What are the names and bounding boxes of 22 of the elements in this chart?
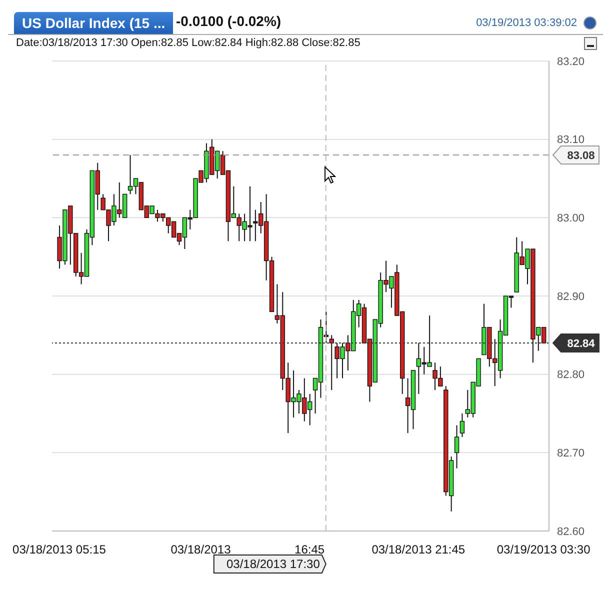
x-tick-label: 03/18/2013 21:45 <box>372 542 466 557</box>
chart-subtitle: -0.0100 (-0.02%) <box>176 13 282 29</box>
ref-line-label: 83.08 <box>567 150 595 162</box>
y-tick-label: 83.20 <box>557 56 585 68</box>
ref-line-label: 82.84 <box>567 338 596 350</box>
y-tick-label: 83.00 <box>557 212 585 225</box>
x-tick-label: 16:45 <box>294 542 325 557</box>
y-tick-label: 82.60 <box>557 526 585 538</box>
ref-line-label: 03/18/2013 17:30 <box>226 557 320 571</box>
x-tick-label: 03/18/2013 05:15 <box>12 542 106 557</box>
candlestick <box>329 334 334 390</box>
x-tick-label: 03/18/2013 <box>170 542 232 557</box>
text: Date:03/18/2013 17:30 Open:82.85 Low:82.84 High:82.88 Close:82.85 <box>15 36 362 51</box>
y-tick-label: 83.10 <box>557 134 585 146</box>
candlestick <box>460 413 465 438</box>
chart-title: US Dollar Index (15 ... <box>14 12 174 34</box>
y-tick-label: 82.70 <box>557 448 585 460</box>
text: 03/19/2013 03:39:02 <box>476 17 577 29</box>
y-tick-label: 82.80 <box>557 369 585 382</box>
candlestick <box>454 424 460 469</box>
y-tick-label: 82.90 <box>557 290 585 303</box>
x-tick-label: 03/19/2013 03:30 <box>496 542 591 557</box>
